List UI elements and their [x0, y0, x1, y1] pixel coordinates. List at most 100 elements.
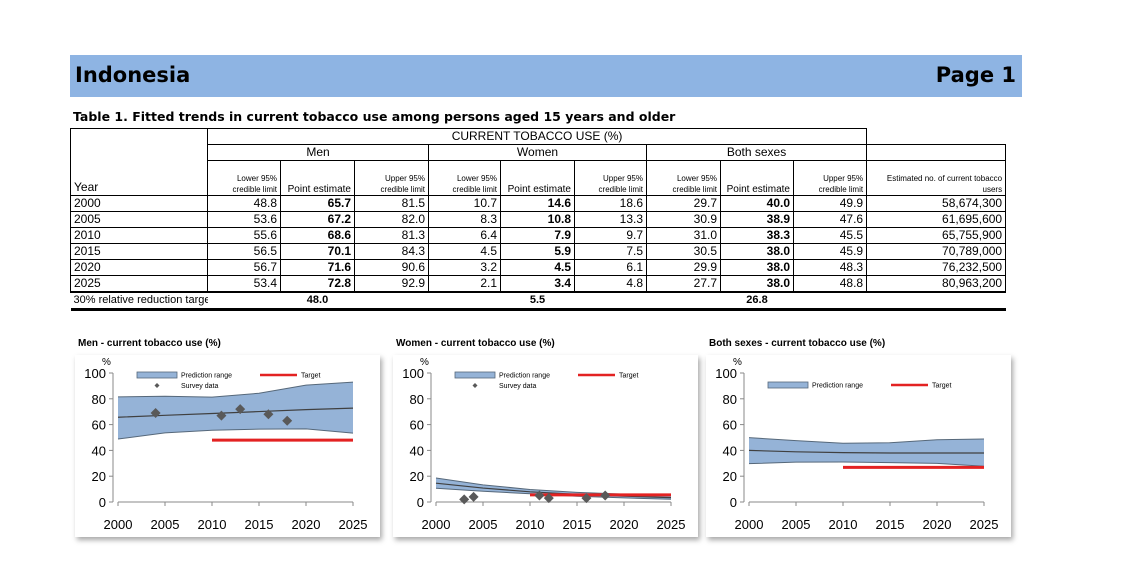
cell: 38.0: [720, 243, 794, 260]
cell: 92.9: [354, 275, 429, 293]
cell: 65.7: [280, 195, 355, 212]
cell: 72.8: [280, 275, 355, 293]
data-row: 2005 53.6 67.2 82.0 8.3 10.8 13.3 30.9 38.9 47.6 6…: [70, 211, 1007, 228]
cell: [793, 291, 867, 311]
cell: 30.9: [646, 211, 721, 228]
prediction-band: [436, 478, 483, 492]
cell: 7.5: [574, 243, 647, 260]
y-tick-label: 20: [92, 469, 106, 484]
y-tick-label: 40: [723, 443, 737, 458]
x-tick-label: 2020: [292, 517, 321, 532]
cell: 55.6: [207, 227, 281, 244]
column-header: Upper 95% credible limit: [354, 160, 429, 196]
y-axis-label: %: [733, 357, 742, 368]
y-tick-label: 40: [92, 443, 106, 458]
cell: 45.5: [792, 227, 868, 244]
x-tick-label: 2005: [469, 517, 498, 532]
column-header: Upper 95% credible limit: [792, 160, 868, 196]
y-tick-label: 40: [410, 443, 424, 458]
survey-point: [543, 493, 554, 504]
survey-point: [600, 490, 611, 501]
column-header: Point estimate: [280, 160, 355, 196]
survey-point: [216, 410, 227, 421]
cell: [866, 291, 1006, 311]
legend-label: Prediction range: [181, 373, 232, 380]
prediction-band: [212, 393, 259, 431]
cell: 5.9: [500, 243, 575, 260]
cell: 29.7: [646, 195, 721, 212]
cell: 48.8: [207, 195, 281, 212]
cell: 18.6: [574, 195, 647, 212]
y-axis-label: %: [102, 357, 111, 368]
data-row: 2010 55.6 68.6 81.3 6.4 7.9 9.7 31.0 38.3 45.5 65,…: [70, 227, 1007, 244]
cell: 53.6: [207, 211, 281, 228]
cell: 2005: [70, 211, 208, 228]
x-tick-label: 2025: [970, 517, 999, 532]
cell: [354, 291, 429, 311]
group-label: Men: [207, 144, 429, 161]
cell: 70,789,000: [866, 243, 1007, 260]
cell: 48.3: [792, 259, 868, 276]
legend-swatch: [136, 371, 178, 379]
column-header: Lower 95% credible limit: [428, 160, 501, 196]
chart: % 0 20 40 60 80 100 2000 2005 2010 2015 2020 2025 Pre…: [715, 357, 999, 532]
y-tick-label: 20: [723, 469, 737, 484]
x-tick-label: 2025: [339, 517, 368, 532]
x-tick-label: 2005: [151, 517, 180, 532]
y-axis-label: %: [420, 357, 429, 368]
legend-label: Survey data: [499, 383, 536, 390]
data-table: Year CURRENT TOBACCO USE (%) Men Women Both …: [70, 128, 1007, 311]
column-header: Upper 95% credible limit: [574, 160, 647, 196]
legend-label: Target: [932, 383, 952, 390]
cell: 3.4: [500, 275, 575, 293]
cell: 81.3: [354, 227, 429, 244]
data-row: 2025 53.4 72.8 92.9 2.1 3.4 4.8 27.7 38.0 48.8 80,…: [70, 275, 1007, 293]
cell: 84.3: [354, 243, 429, 260]
column-header: Point estimate: [500, 160, 575, 196]
cell: 38.0: [720, 275, 794, 293]
prediction-band: [796, 440, 843, 463]
x-tick-label: 2015: [245, 517, 274, 532]
x-tick-label: 2000: [104, 517, 133, 532]
column-header: Lower 95% credible limit: [207, 160, 281, 196]
cell: 6.1: [574, 259, 647, 276]
y-tick-label: 20: [410, 469, 424, 484]
cell: 31.0: [646, 227, 721, 244]
y-tick-label: 100: [402, 366, 424, 381]
cell: 2010: [70, 227, 208, 244]
band-edge: [117, 381, 354, 398]
chart-frame: % 0 20 40 60 80 100 2000 2005 2010 2015 2020 2025 Pre…: [75, 355, 380, 537]
group-label: Women: [428, 144, 647, 161]
cell: 6.4: [428, 227, 501, 244]
chart-title: Women - current tobacco use (%): [396, 338, 555, 349]
chart: % 0 20 40 60 80 100 2000 2005 2010 2015 2020 2025 Pre…: [84, 357, 368, 532]
chart-frame: % 0 20 40 60 80 100 2000 2005 2010 2015 2020 2025 Pre…: [706, 355, 1011, 537]
survey-point: [468, 491, 479, 502]
cell: 2025: [70, 275, 208, 293]
column-header: Lower 95% credible limit: [646, 160, 721, 196]
legend-label: Prediction range: [812, 383, 863, 390]
column-header: Estimated no. of current tobacco users: [866, 160, 1007, 196]
cell: 10.7: [428, 195, 501, 212]
blank: [867, 129, 1006, 145]
cell: 58,674,300: [866, 195, 1007, 212]
header-row: Year CURRENT TOBACCO USE (%): [70, 128, 1006, 196]
cell: 49.9: [792, 195, 868, 212]
year-header: Year: [70, 128, 208, 196]
cell: 4.5: [428, 243, 501, 260]
cell: [574, 291, 647, 311]
table-caption: Table 1. Fitted trends in current tobacc…: [73, 109, 676, 124]
point-estimate-line: [748, 449, 984, 454]
cell: 61,695,600: [866, 211, 1007, 228]
y-tick-label: 60: [723, 418, 737, 433]
x-tick-label: 2020: [923, 517, 952, 532]
band-edge: [117, 428, 354, 440]
y-tick-label: 80: [723, 392, 737, 407]
target-row: 30% relative reduction target 48.0 5.5 26.8: [70, 291, 1006, 311]
prediction-band: [306, 382, 353, 434]
x-tick-label: 2010: [829, 517, 858, 532]
target-value: 5.5: [500, 291, 575, 311]
legend-swatch: [472, 383, 478, 388]
survey-point: [282, 415, 293, 426]
page-number: Page 1: [935, 63, 1016, 87]
